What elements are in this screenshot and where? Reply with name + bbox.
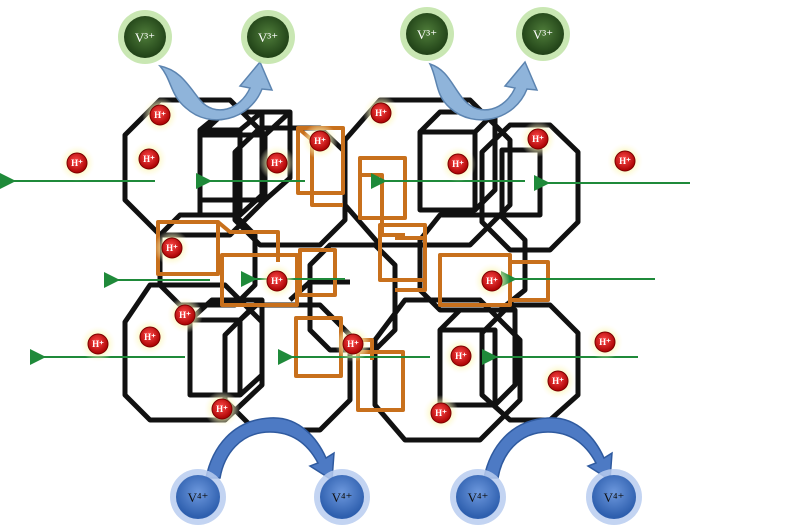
v3-ion-label: V³⁺ [258,30,278,45]
double-ring-prism-icon [378,223,427,292]
curved-arrow-icon [158,60,274,121]
v3-ion-label: V³⁺ [135,30,155,45]
v4-ion-label: V⁴⁺ [332,490,353,505]
proton-label: H⁺ [179,310,191,320]
proton-icon: H⁺ [587,324,623,360]
proton-icon: H⁺ [540,363,576,399]
curved-arrow-icon [205,417,335,482]
vanadium-ion-icon: V⁴⁺ [170,469,226,525]
proton-label: H⁺ [619,156,631,166]
proton-label: H⁺ [216,404,228,414]
v4-ion-label: V⁴⁺ [188,490,209,505]
proton-icon: H⁺ [607,143,643,179]
proton-icon: H⁺ [259,145,295,181]
proton-icon: H⁺ [154,230,190,266]
proton-icon: H⁺ [259,263,295,299]
v3-ion-label: V³⁺ [417,27,437,42]
sodalite-cage-icon [417,212,528,313]
proton-label: H⁺ [455,351,467,361]
proton-label: H⁺ [452,159,464,169]
vanadium-ion-icon: V³⁺ [516,7,570,61]
proton-label: H⁺ [271,158,283,168]
proton-icon: H⁺ [132,319,168,355]
proton-icon: H⁺ [80,326,116,362]
proton-label: H⁺ [347,339,359,349]
proton-icon: H⁺ [520,121,556,157]
v4-ion-label: V⁴⁺ [468,490,489,505]
double-ring-channels [156,126,550,412]
v4-ion-label: V⁴⁺ [604,490,625,505]
vanadium-ion-icon: V³⁺ [241,10,295,64]
v4-transfer-arrows [205,417,613,482]
proton-icon: H⁺ [167,297,203,333]
v3-ion-label: V³⁺ [533,27,553,42]
proton-label: H⁺ [271,276,283,286]
vanadium-ion-icon: V³⁺ [400,7,454,61]
vanadium-ion-icon: V⁴⁺ [450,469,506,525]
proton-icon: H⁺ [59,145,95,181]
proton-icon: H⁺ [302,123,338,159]
vanadium-ion-icon: V³⁺ [118,10,172,64]
vanadium-ion-icon: V⁴⁺ [314,469,370,525]
proton-icon: H⁺ [443,338,479,374]
proton-label: H⁺ [71,158,83,168]
proton-icon: H⁺ [440,146,476,182]
curved-arrow-icon [428,60,539,121]
proton-label: H⁺ [166,243,178,253]
proton-label: H⁺ [552,376,564,386]
proton-icon: H⁺ [142,97,178,133]
proton-label: H⁺ [599,337,611,347]
proton-label: H⁺ [532,134,544,144]
proton-icon: H⁺ [474,263,510,299]
curved-arrow-icon [483,417,613,482]
proton-label: H⁺ [375,108,387,118]
v3-transfer-arrows [158,60,539,121]
proton-icon: H⁺ [335,326,371,362]
double-ring-prism-icon [294,316,343,378]
proton-label: H⁺ [144,332,156,342]
proton-icon: H⁺ [423,395,459,431]
proton-label: H⁺ [314,136,326,146]
proton-icon: H⁺ [204,391,240,427]
proton-label: H⁺ [486,276,498,286]
proton-icon: H⁺ [131,141,167,177]
proton-label: H⁺ [92,339,104,349]
proton-label: H⁺ [143,154,155,164]
proton-label: H⁺ [154,110,166,120]
vanadium-ion-icon: V⁴⁺ [586,469,642,525]
proton-label: H⁺ [435,408,447,418]
proton-icon: H⁺ [363,95,399,131]
